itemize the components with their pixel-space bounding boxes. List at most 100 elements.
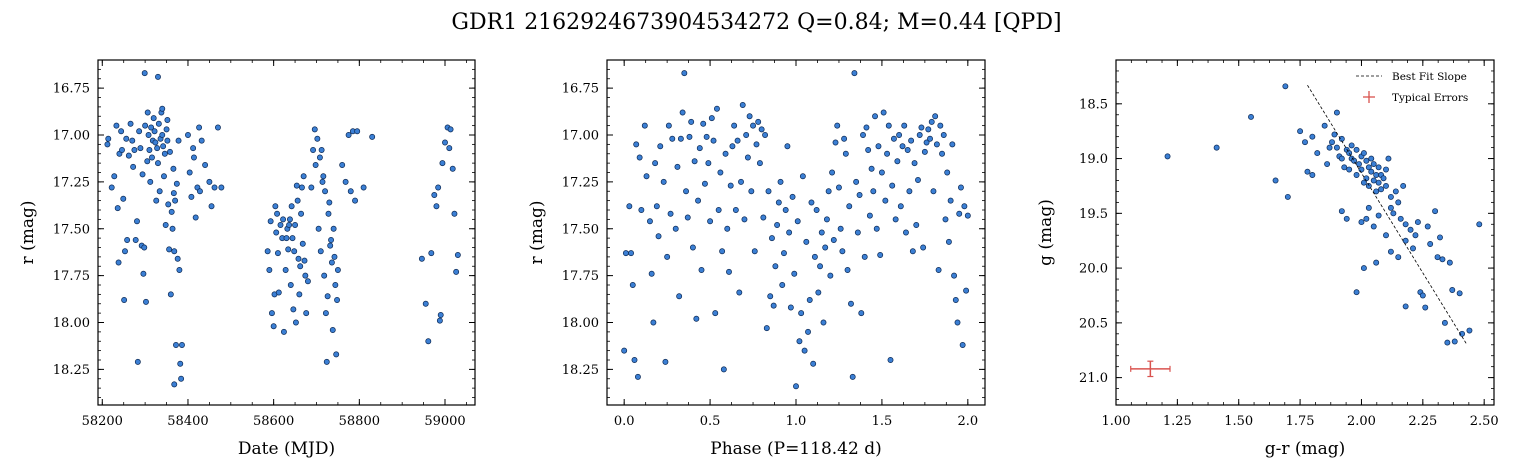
data-point — [856, 192, 863, 198]
x-axis-label: g-r (mag) — [1265, 439, 1346, 459]
data-point — [904, 147, 911, 153]
data-point — [151, 128, 158, 135]
data-point — [679, 109, 686, 116]
data-point — [179, 342, 185, 348]
data-point — [1441, 319, 1448, 326]
data-point — [755, 118, 762, 125]
data-point — [314, 135, 321, 142]
data-point — [1353, 172, 1360, 178]
data-point — [760, 214, 767, 221]
data-point — [636, 154, 643, 161]
data-point — [703, 133, 710, 140]
data-point — [342, 178, 349, 185]
data-point — [422, 300, 429, 307]
data-point — [734, 137, 741, 144]
data-point — [437, 312, 444, 318]
data-point — [798, 310, 805, 317]
data-point — [813, 207, 820, 213]
data-point — [164, 137, 171, 144]
data-point — [190, 145, 197, 152]
data-point — [1248, 113, 1254, 120]
data-point — [186, 169, 193, 176]
data-point — [272, 203, 279, 210]
data-point — [834, 122, 841, 129]
data-point — [1375, 179, 1382, 186]
data-point — [751, 248, 758, 255]
legend-entry-errors: Typical Errors — [1392, 92, 1468, 104]
data-point — [322, 310, 329, 317]
data-point — [123, 135, 130, 142]
x-axis-label: Phase (P=118.42 d) — [710, 439, 881, 459]
x-tick-label: 1.25 — [1163, 414, 1192, 429]
data-point — [878, 169, 885, 176]
data-point — [908, 137, 915, 144]
data-point — [308, 184, 315, 191]
data-point — [889, 182, 896, 189]
y-tick-label: 17.75 — [562, 269, 599, 284]
data-point — [323, 358, 330, 365]
data-point — [1378, 186, 1385, 193]
data-point — [1370, 161, 1377, 167]
data-point — [634, 373, 641, 380]
data-point — [770, 302, 777, 309]
data-point — [801, 347, 808, 354]
y-tick-label: 16.75 — [562, 82, 599, 97]
data-point — [312, 162, 319, 168]
data-point — [674, 163, 681, 170]
data-point — [320, 173, 327, 180]
data-point — [839, 248, 846, 255]
data-point — [141, 244, 148, 251]
data-point — [454, 252, 461, 258]
y-tick-label: 17.25 — [53, 175, 90, 190]
data-point — [286, 222, 293, 228]
x-tick-label: 2.50 — [1470, 414, 1499, 429]
data-point — [1476, 221, 1483, 228]
data-point — [1353, 146, 1360, 153]
data-point — [1368, 168, 1375, 175]
data-point — [887, 357, 894, 363]
data-point — [695, 197, 702, 204]
data-point — [727, 182, 734, 189]
data-point — [333, 351, 340, 358]
data-point — [1459, 330, 1466, 337]
data-point — [880, 109, 887, 116]
data-point — [810, 360, 817, 367]
panel-1: 58200 58400 58600 58800 59000 16.75 17.00 17.25… — [18, 59, 476, 459]
data-point — [937, 122, 944, 129]
data-point — [159, 105, 166, 112]
data-point — [944, 169, 951, 176]
data-point — [841, 135, 848, 142]
data-point — [1373, 259, 1380, 266]
data-point — [173, 342, 179, 348]
data-point — [719, 248, 726, 255]
data-point — [631, 357, 638, 363]
data-point — [268, 310, 275, 317]
data-point — [304, 278, 311, 285]
data-point — [1365, 182, 1372, 189]
data-point — [621, 347, 628, 354]
y-tick-label: 17.25 — [562, 175, 599, 190]
data-point — [325, 210, 332, 217]
data-point — [698, 267, 705, 273]
data-point — [293, 182, 300, 189]
data-point — [686, 133, 693, 140]
data-point — [696, 145, 703, 152]
data-point — [282, 267, 289, 273]
data-point — [433, 203, 440, 210]
data-point — [296, 291, 303, 298]
data-point — [121, 297, 128, 303]
data-point — [108, 184, 115, 191]
data-point — [134, 218, 140, 225]
data-point — [892, 216, 899, 223]
data-point — [156, 188, 163, 195]
data-point — [175, 137, 182, 144]
data-point — [848, 300, 854, 307]
data-point — [1368, 155, 1375, 162]
data-point — [652, 160, 659, 167]
data-point — [744, 154, 751, 161]
data-point — [769, 235, 775, 242]
data-point — [863, 124, 870, 131]
data-point — [662, 358, 669, 365]
data-point — [286, 216, 293, 223]
data-point — [1302, 139, 1308, 146]
